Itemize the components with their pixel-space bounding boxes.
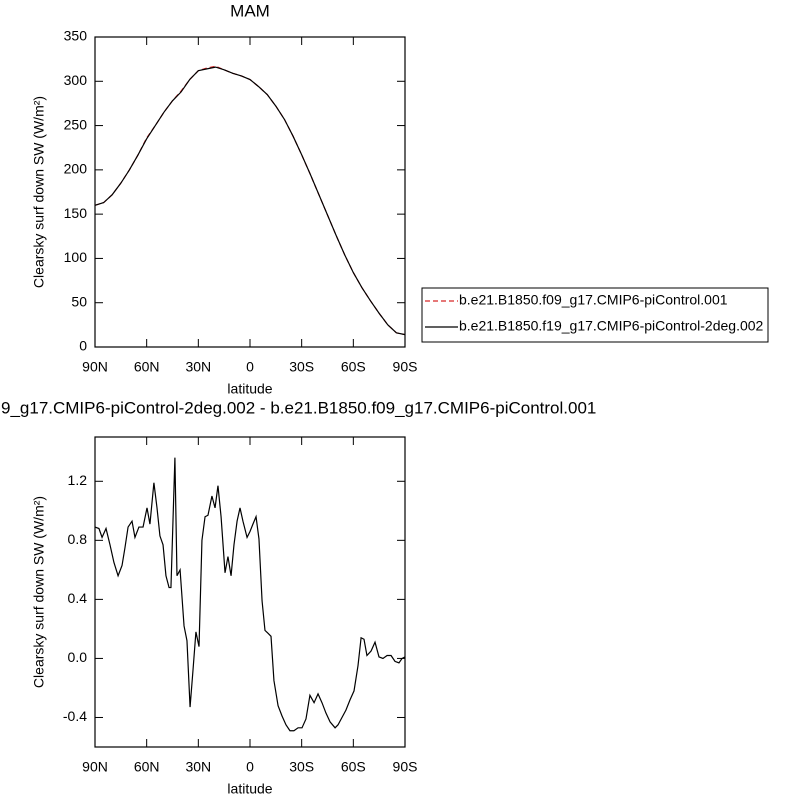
y-tick-label: 150	[64, 205, 88, 221]
y-tick-label: -0.4	[63, 708, 87, 724]
y-tick-label: 0	[79, 338, 87, 354]
data-line	[94, 457, 406, 732]
y-axis-label: Clearsky surf down SW (W/m²)	[31, 96, 47, 288]
y-tick-label: 0.0	[68, 649, 88, 665]
legend-box	[421, 287, 769, 343]
y-tick-label: 0.4	[68, 590, 88, 606]
y-tick-label: 250	[64, 116, 88, 132]
x-tick-label: 30S	[289, 359, 314, 375]
y-tick-label: 1.2	[68, 472, 88, 488]
chart-title: MAM	[230, 1, 270, 20]
x-tick-label: 30N	[185, 759, 211, 775]
x-tick-label: 60S	[341, 759, 366, 775]
x-axis-label: latitude	[227, 381, 272, 397]
x-tick-label: 60N	[134, 359, 160, 375]
x-tick-label: 90N	[82, 759, 108, 775]
legend-label: b.e21.B1850.f09_g17.CMIP6-piControl.001	[459, 292, 728, 308]
x-tick-label: 0	[246, 759, 254, 775]
data-line	[94, 65, 406, 336]
y-tick-label: 200	[64, 161, 88, 177]
y-tick-label: 350	[64, 28, 88, 44]
plot-frame	[94, 36, 406, 348]
x-tick-label: 90N	[82, 359, 108, 375]
chart-title: 9_g17.CMIP6-piControl-2deg.002 - b.e21.B…	[1, 398, 596, 417]
x-tick-label: 30S	[289, 759, 314, 775]
y-tick-label: 50	[71, 293, 87, 309]
x-axis-label: latitude	[227, 781, 272, 797]
y-tick-label: 300	[64, 72, 88, 88]
x-tick-label: 60N	[134, 759, 160, 775]
plot-frame	[94, 436, 406, 748]
x-tick-label: 0	[246, 359, 254, 375]
x-tick-label: 60S	[341, 359, 366, 375]
y-tick-label: 100	[64, 249, 88, 265]
x-tick-label: 90S	[393, 759, 418, 775]
y-tick-label: 0.8	[68, 531, 88, 547]
data-line	[94, 66, 406, 336]
x-tick-label: 30N	[185, 359, 211, 375]
x-tick-label: 90S	[393, 359, 418, 375]
legend-label: b.e21.B1850.f19_g17.CMIP6-piControl-2deg…	[459, 318, 764, 334]
y-axis-label: Clearsky surf down SW (W/m²)	[31, 496, 47, 688]
